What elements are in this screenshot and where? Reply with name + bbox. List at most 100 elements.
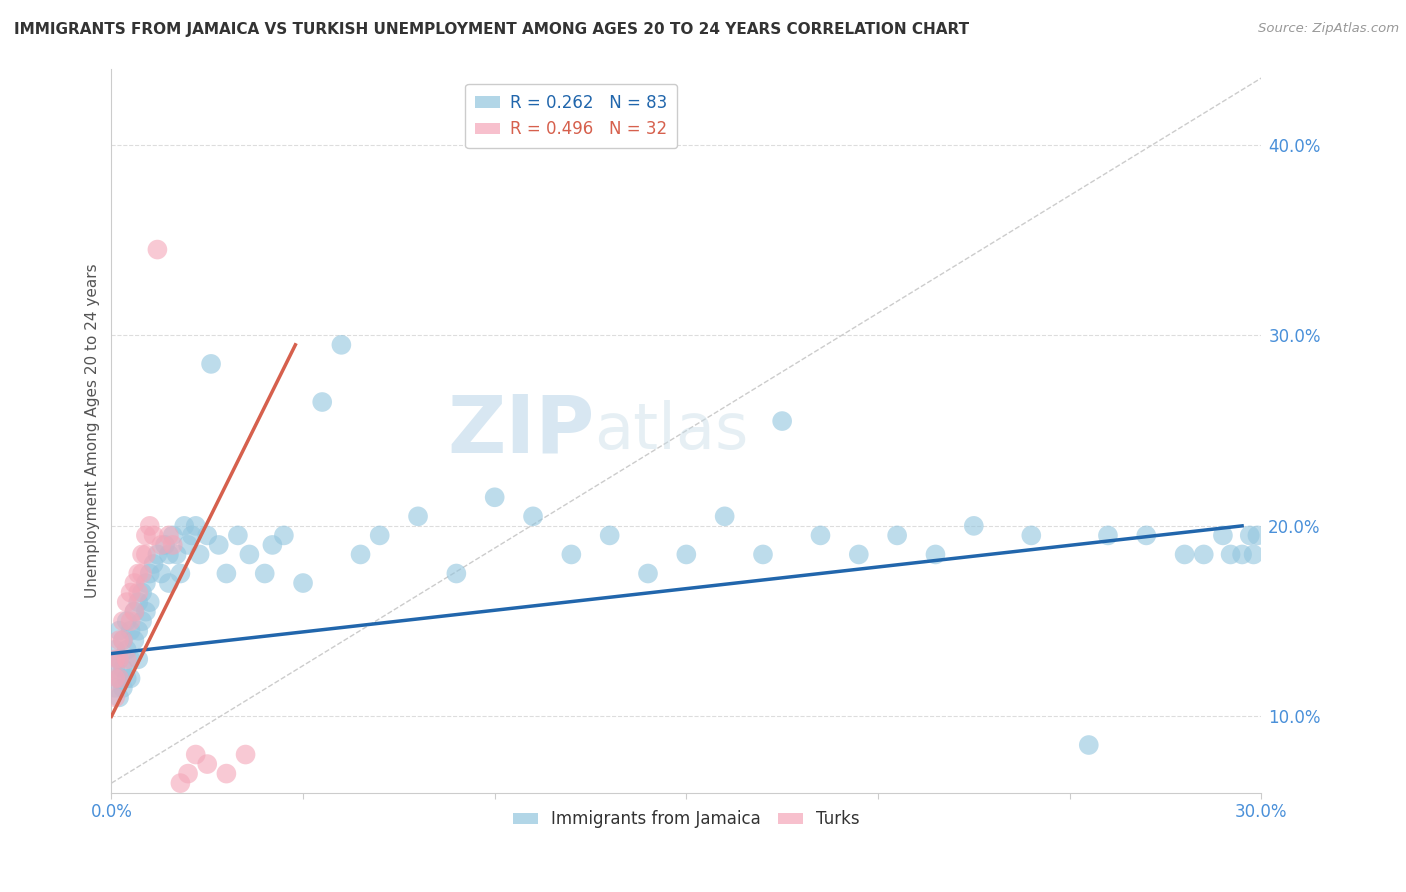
Y-axis label: Unemployment Among Ages 20 to 24 years: Unemployment Among Ages 20 to 24 years <box>86 263 100 598</box>
Point <box>675 548 697 562</box>
Point <box>115 671 138 685</box>
Point <box>139 595 162 609</box>
Point <box>349 548 371 562</box>
Point <box>131 566 153 581</box>
Point <box>120 671 142 685</box>
Point <box>157 528 180 542</box>
Point <box>752 548 775 562</box>
Point <box>599 528 621 542</box>
Point <box>150 538 173 552</box>
Point <box>120 652 142 666</box>
Text: IMMIGRANTS FROM JAMAICA VS TURKISH UNEMPLOYMENT AMONG AGES 20 TO 24 YEARS CORREL: IMMIGRANTS FROM JAMAICA VS TURKISH UNEMP… <box>14 22 969 37</box>
Point <box>924 548 946 562</box>
Point <box>131 585 153 599</box>
Point <box>104 671 127 685</box>
Point <box>111 614 134 628</box>
Point <box>180 528 202 542</box>
Point <box>208 538 231 552</box>
Point <box>108 671 131 685</box>
Point <box>124 605 146 619</box>
Point <box>1019 528 1042 542</box>
Point <box>273 528 295 542</box>
Point <box>108 624 131 638</box>
Point <box>139 519 162 533</box>
Point <box>226 528 249 542</box>
Point <box>262 538 284 552</box>
Point <box>111 633 134 648</box>
Point <box>127 652 149 666</box>
Point <box>215 766 238 780</box>
Point <box>560 548 582 562</box>
Point <box>120 585 142 599</box>
Point <box>522 509 544 524</box>
Point <box>177 538 200 552</box>
Point <box>108 690 131 705</box>
Point <box>1077 738 1099 752</box>
Point <box>195 528 218 542</box>
Point <box>166 548 188 562</box>
Point <box>135 605 157 619</box>
Point <box>1219 548 1241 562</box>
Point <box>104 690 127 705</box>
Point <box>162 528 184 542</box>
Point <box>157 576 180 591</box>
Text: atlas: atlas <box>595 400 749 461</box>
Text: ZIP: ZIP <box>447 392 595 469</box>
Point <box>104 642 127 657</box>
Point <box>111 633 134 648</box>
Point <box>139 566 162 581</box>
Point <box>108 652 131 666</box>
Point <box>127 566 149 581</box>
Legend: Immigrants from Jamaica, Turks: Immigrants from Jamaica, Turks <box>506 804 866 835</box>
Point <box>120 624 142 638</box>
Point <box>108 671 131 685</box>
Point <box>886 528 908 542</box>
Point <box>124 605 146 619</box>
Point <box>104 662 127 676</box>
Point <box>115 614 138 628</box>
Point <box>637 566 659 581</box>
Point <box>162 538 184 552</box>
Point <box>1192 548 1215 562</box>
Point <box>713 509 735 524</box>
Point <box>1230 548 1253 562</box>
Point <box>1135 528 1157 542</box>
Point <box>177 766 200 780</box>
Point <box>142 557 165 571</box>
Point <box>104 652 127 666</box>
Point <box>1239 528 1261 542</box>
Point <box>111 681 134 695</box>
Point <box>111 662 134 676</box>
Point <box>1243 548 1265 562</box>
Point <box>184 747 207 762</box>
Point <box>150 566 173 581</box>
Point <box>135 528 157 542</box>
Point <box>446 566 468 581</box>
Point <box>1174 548 1197 562</box>
Point <box>153 538 176 552</box>
Point <box>115 642 138 657</box>
Point <box>124 576 146 591</box>
Point <box>135 548 157 562</box>
Point <box>810 528 832 542</box>
Point <box>253 566 276 581</box>
Point <box>484 490 506 504</box>
Point <box>848 548 870 562</box>
Point <box>131 614 153 628</box>
Point <box>108 652 131 666</box>
Point <box>124 633 146 648</box>
Point <box>127 595 149 609</box>
Point <box>963 519 986 533</box>
Point <box>169 776 191 790</box>
Point <box>108 633 131 648</box>
Point <box>131 548 153 562</box>
Point <box>169 566 191 581</box>
Point <box>135 576 157 591</box>
Text: Source: ZipAtlas.com: Source: ZipAtlas.com <box>1258 22 1399 36</box>
Point <box>235 747 257 762</box>
Point <box>127 624 149 638</box>
Point <box>115 595 138 609</box>
Point <box>188 548 211 562</box>
Point <box>146 548 169 562</box>
Point <box>1097 528 1119 542</box>
